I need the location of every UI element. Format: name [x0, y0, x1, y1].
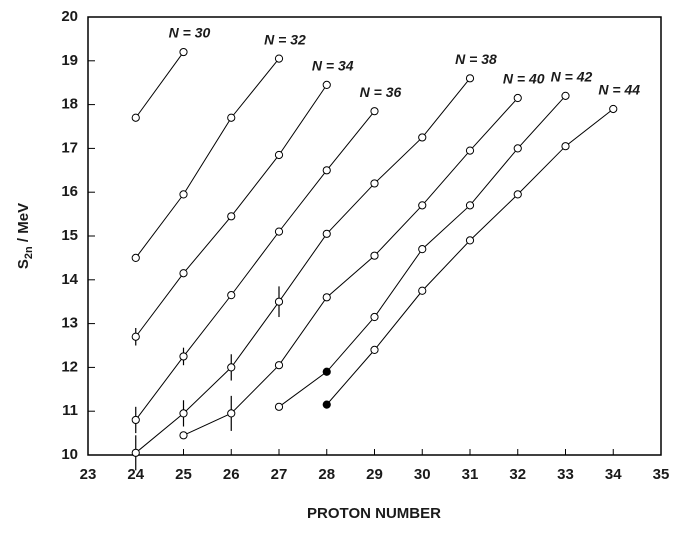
x-tick-label: 33	[557, 466, 574, 483]
data-point	[465, 146, 475, 155]
x-tick-label: 34	[605, 466, 622, 483]
data-point	[131, 448, 140, 457]
x-tick-label: 30	[414, 466, 431, 483]
data-point	[561, 142, 570, 151]
data-point	[131, 415, 140, 425]
data-point	[370, 179, 379, 188]
series-line	[135, 78, 471, 454]
data-point	[418, 133, 427, 142]
data-point	[227, 409, 236, 418]
series-label: N = 30	[169, 25, 211, 41]
x-tick-label: 32	[509, 466, 526, 483]
y-tick-label: 16	[61, 183, 78, 200]
data-point	[322, 166, 331, 175]
y-tick-label: 10	[61, 446, 78, 463]
data-point	[274, 402, 284, 411]
y-tick-label: 11	[62, 402, 78, 419]
data-point	[274, 54, 284, 63]
series-label: N = 34	[312, 58, 354, 74]
data-point	[179, 190, 188, 199]
x-tick-label: 28	[318, 466, 335, 483]
data-point	[609, 104, 618, 114]
series-line	[135, 51, 184, 119]
data-point	[418, 245, 427, 254]
x-tick-label: 25	[175, 466, 192, 483]
y-tick-label: 17	[61, 139, 78, 156]
x-tick-label: 27	[271, 466, 288, 483]
y-tick-label: 18	[61, 96, 78, 113]
data-point	[465, 236, 475, 245]
y-axis-label: S2n / MeV	[15, 203, 35, 269]
y-tick-label: 13	[61, 315, 78, 332]
data-point	[322, 400, 331, 409]
y-tick-label: 15	[61, 227, 78, 244]
series-label: N = 44	[598, 82, 640, 98]
y-label-symbol: S	[15, 259, 32, 269]
data-point	[274, 297, 284, 306]
x-tick-label: 29	[366, 466, 383, 483]
x-tick-label: 24	[127, 466, 144, 483]
series-line	[135, 110, 375, 421]
x-tick-label: 31	[462, 466, 479, 483]
data-point	[322, 229, 331, 238]
data-point	[370, 312, 379, 322]
data-point	[274, 361, 284, 370]
series-label: N = 42	[551, 69, 593, 85]
data-point	[179, 269, 188, 278]
data-point	[370, 107, 379, 116]
series-label: N = 40	[503, 71, 545, 87]
data-point	[465, 201, 475, 210]
y-label-unit: / MeV	[15, 203, 32, 246]
data-point	[418, 286, 427, 295]
data-point	[227, 363, 236, 372]
y-tick-label: 19	[61, 52, 78, 69]
data-point	[322, 80, 331, 89]
data-point	[179, 409, 188, 418]
y-tick-label: 20	[61, 8, 78, 25]
y-label-subscript: 2n	[23, 246, 35, 259]
data-point	[513, 190, 522, 199]
data-point	[370, 251, 379, 260]
data-point	[561, 91, 570, 100]
y-tick-label: 14	[61, 271, 78, 288]
data-point	[513, 93, 522, 103]
y-tick-label: 12	[61, 358, 78, 375]
data-point	[179, 352, 188, 361]
data-point	[227, 113, 236, 122]
data-point	[513, 144, 522, 153]
series-line	[135, 58, 280, 259]
data-point	[274, 227, 284, 236]
data-point	[179, 431, 188, 440]
data-point	[131, 332, 140, 341]
x-tick-label: 26	[223, 466, 240, 483]
data-point	[179, 47, 188, 57]
data-point	[418, 201, 427, 210]
series-label: N = 38	[455, 51, 497, 67]
data-point	[322, 293, 331, 302]
data-point	[370, 345, 379, 354]
series-line	[183, 97, 519, 436]
data-point	[131, 253, 140, 262]
data-point	[131, 113, 140, 122]
data-point	[227, 212, 236, 221]
data-point	[465, 74, 475, 83]
data-point	[227, 291, 236, 300]
series-label: N = 32	[264, 31, 306, 47]
data-point	[322, 367, 331, 376]
series-label: N = 36	[360, 84, 402, 100]
x-axis-label: PROTON NUMBER	[307, 505, 441, 522]
x-tick-label: 35	[653, 466, 670, 483]
x-tick-label: 23	[80, 466, 97, 483]
data-point	[274, 150, 284, 160]
